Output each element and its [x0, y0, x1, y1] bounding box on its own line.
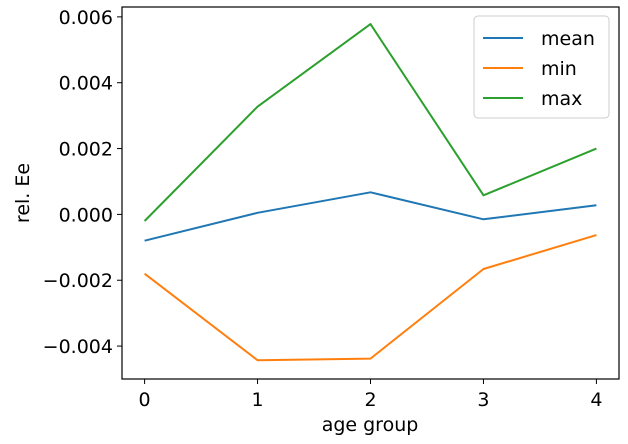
y-tick-label: −0.004 — [43, 336, 113, 358]
x-tick-label: 4 — [590, 389, 602, 411]
series-line-max — [143, 23, 597, 222]
y-tick-label: 0.006 — [59, 7, 113, 29]
y-tick-label: 0.000 — [59, 204, 113, 226]
legend: mean min max — [473, 15, 610, 119]
legend-label-min: min — [541, 58, 577, 80]
plot-area — [143, 23, 597, 362]
x-tick-label: 3 — [477, 389, 489, 411]
x-axis-label: age group — [322, 414, 419, 436]
y-tick-label: 0.004 — [59, 73, 113, 95]
x-tick-label: 1 — [251, 389, 263, 411]
x-axis: 0 1 2 3 4 — [139, 379, 602, 411]
x-tick-label: 0 — [139, 389, 151, 411]
y-axis: −0.004 −0.002 0.000 0.002 0.004 0.006 — [43, 7, 122, 358]
series-line-min — [143, 234, 597, 362]
y-axis-label: rel. Ee — [12, 163, 34, 223]
x-tick-label: 2 — [364, 389, 376, 411]
series-line-mean — [144, 191, 597, 242]
legend-label-max: max — [541, 88, 582, 110]
legend-label-mean: mean — [541, 28, 595, 50]
legend-box — [473, 15, 610, 119]
y-tick-label: 0.002 — [59, 139, 113, 161]
y-tick-label: −0.002 — [43, 270, 113, 292]
